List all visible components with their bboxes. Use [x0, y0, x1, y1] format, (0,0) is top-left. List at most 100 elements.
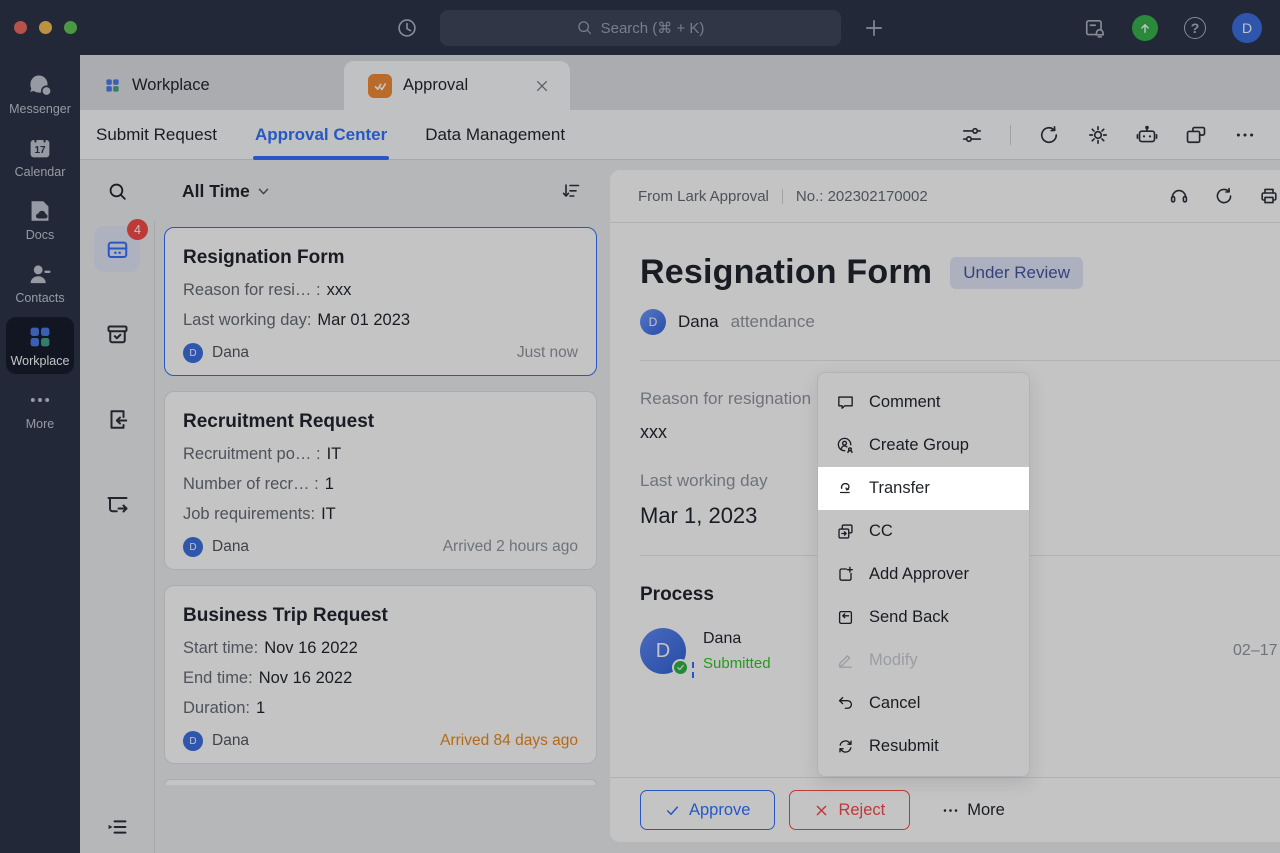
field-value: Mar 1, 2023	[640, 503, 758, 528]
approval-card-resignation[interactable]: Resignation Form Reason for resi… : xxx L…	[164, 227, 597, 376]
card-title: Resignation Form	[183, 247, 345, 268]
approval-category-rail: 4	[80, 219, 155, 853]
sidebar-item-messenger[interactable]: Messenger	[6, 65, 74, 122]
sidebar-item-workplace[interactable]: Workplace	[6, 317, 74, 374]
approval-card-business-trip[interactable]: Business Trip Request Start time: Nov 16 …	[164, 585, 597, 764]
menu-item-cc[interactable]: CC	[818, 510, 1029, 553]
sidebar-item-calendar[interactable]: 17 Calendar	[6, 128, 74, 185]
detail-refresh-icon[interactable]	[1214, 186, 1234, 206]
window-manager-icon[interactable]	[1185, 124, 1207, 146]
card-field: End time: Nov 16 2022	[183, 669, 353, 687]
card-user: Dana	[212, 538, 250, 555]
next-card-edge	[164, 779, 597, 785]
sidebar-item-more[interactable]: More	[6, 380, 74, 437]
history-icon[interactable]	[396, 17, 418, 39]
help-icon[interactable]: ?	[1184, 16, 1206, 39]
menu-item-create-group[interactable]: Create Group	[818, 424, 1029, 467]
new-tab-plus-button[interactable]	[863, 17, 885, 39]
field-label: Reason for resignation	[640, 389, 812, 408]
list-search-icon[interactable]	[80, 181, 155, 202]
card-field: Recruitment po… : IT	[183, 445, 342, 463]
toolbar-divider	[1010, 124, 1011, 145]
subnav-submit-request[interactable]: Submit Request	[96, 124, 217, 144]
sort-icon[interactable]	[561, 181, 581, 201]
menu-item-resubmit[interactable]: Resubmit	[818, 725, 1029, 768]
card-time: Arrived 2 hours ago	[442, 538, 578, 555]
menu-item-comment[interactable]: Comment	[818, 381, 1029, 424]
close-tab-icon[interactable]	[534, 78, 550, 94]
global-search-input[interactable]: Search (⌘ + K)	[439, 9, 841, 46]
messenger-icon	[27, 72, 53, 98]
menu-item-send-back[interactable]: Send Back	[818, 596, 1029, 639]
upgrade-icon[interactable]	[1132, 14, 1158, 41]
more-actions-button[interactable]: More	[942, 801, 1005, 820]
refresh-icon[interactable]	[1038, 124, 1060, 146]
archive-check-icon	[106, 324, 127, 343]
card-title: Business Trip Request	[183, 605, 388, 626]
subnav-approval-center[interactable]: Approval Center	[252, 110, 390, 160]
rail-processed-approvals[interactable]	[94, 311, 140, 357]
rail-pending-approvals[interactable]: 4	[94, 219, 148, 272]
card-field: Last working day: Mar 01 2023	[183, 311, 411, 329]
close-window-button[interactable]	[14, 21, 27, 34]
minimize-window-button[interactable]	[39, 21, 52, 34]
process-heading: Process	[640, 584, 714, 605]
search-icon	[577, 21, 591, 35]
tab-approval[interactable]: Approval	[344, 61, 570, 110]
avatar: D	[183, 731, 203, 751]
ellipsis-icon	[943, 808, 958, 812]
menu-item-transfer[interactable]: Transfer	[818, 467, 1029, 510]
workplace-tab-icon	[106, 79, 119, 92]
settings-gear-icon[interactable]	[1087, 124, 1109, 146]
modify-pencil-icon	[838, 655, 852, 668]
card-field: Job requirements: IT	[183, 505, 336, 523]
avatar: D	[183, 343, 203, 363]
rail-received-approvals[interactable]	[94, 396, 140, 442]
card-time: Arrived 84 days ago	[440, 732, 578, 749]
detail-number: No.: 202302170002	[795, 187, 928, 205]
field-value: xxx	[640, 422, 667, 442]
approve-button[interactable]: Approve	[640, 790, 776, 830]
card-title: Recruitment Request	[183, 411, 375, 432]
print-icon[interactable]	[1259, 186, 1279, 206]
header-divider	[781, 188, 783, 204]
collapse-panel-icon[interactable]	[105, 815, 129, 839]
zoom-window-button[interactable]	[64, 21, 77, 34]
filter-sliders-icon[interactable]	[961, 124, 983, 146]
doc-arrow-left-icon	[110, 409, 127, 429]
rail-submitted-approvals[interactable]	[94, 481, 140, 527]
x-icon	[817, 805, 827, 815]
approval-card-list: Resignation Form Reason for resi… : xxx L…	[155, 221, 607, 853]
step-status: Submitted	[703, 655, 771, 672]
chevron-down-icon	[258, 188, 269, 194]
subnav-data-management[interactable]: Data Management	[425, 124, 566, 144]
step-time: 02–17 13:21	[1233, 642, 1280, 659]
add-approver-icon	[839, 566, 853, 581]
menu-item-add-approver[interactable]: Add Approver	[818, 553, 1029, 596]
status-badge: Under Review	[950, 256, 1083, 289]
more-ellipsis-icon[interactable]	[1234, 124, 1256, 146]
requester-avatar: D	[640, 309, 666, 335]
support-headset-icon[interactable]	[1169, 186, 1189, 206]
workplace-icon	[27, 324, 53, 350]
tab-label: Workplace	[132, 76, 210, 94]
timeline-connector	[692, 662, 694, 678]
sidebar-item-docs[interactable]: Docs	[6, 191, 74, 248]
announcement-icon[interactable]	[1084, 17, 1106, 39]
window-controls	[14, 0, 77, 55]
app-sidebar: Messenger 17 Calendar Docs Contacts Work…	[0, 55, 80, 853]
docs-icon	[27, 198, 53, 224]
reject-button[interactable]: Reject	[789, 790, 911, 830]
sidebar-item-contacts[interactable]: Contacts	[6, 254, 74, 311]
time-filter-dropdown[interactable]: All Time	[182, 181, 271, 202]
card-field: Reason for resi… : xxx	[183, 281, 352, 299]
step-name: Dana	[703, 630, 742, 647]
contacts-icon	[27, 261, 53, 287]
user-avatar[interactable]: D	[1232, 12, 1262, 43]
tab-workplace[interactable]: Workplace	[80, 61, 344, 110]
field-label: Last working day	[640, 471, 768, 490]
card-time: Just now	[516, 344, 578, 361]
menu-item-cancel[interactable]: Cancel	[818, 682, 1029, 725]
approval-bot-icon[interactable]	[1136, 124, 1158, 146]
approval-card-recruitment[interactable]: Recruitment Request Recruitment po… : IT …	[164, 391, 597, 570]
